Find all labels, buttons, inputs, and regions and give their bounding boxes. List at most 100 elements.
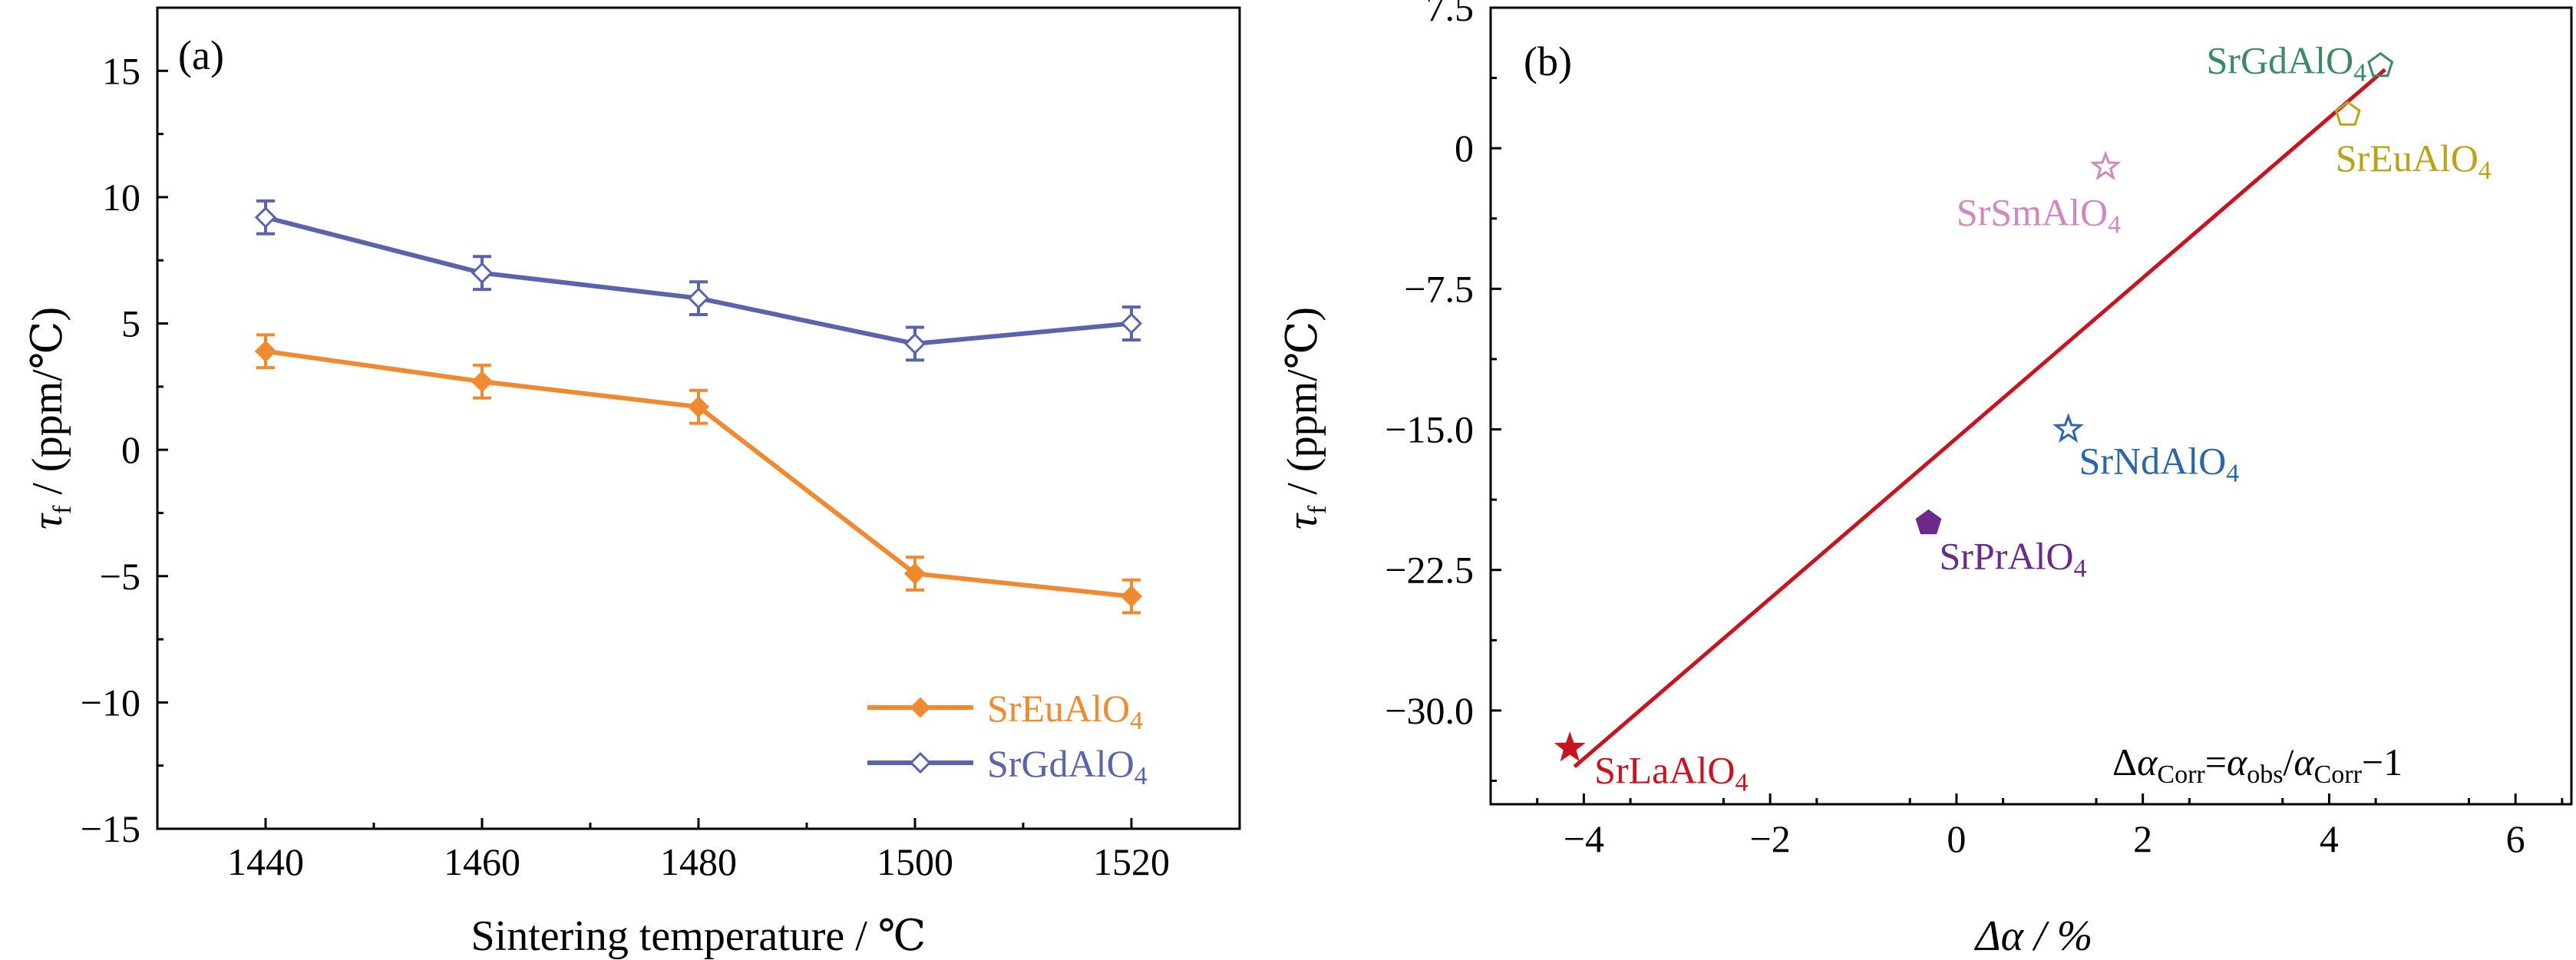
eq-sub-obs: obs <box>2247 760 2283 789</box>
eq-alpha-2: α <box>2227 741 2248 784</box>
equation-annotation: ΔαCorr=αobs/αCorr−1 <box>2112 741 2403 789</box>
panel-b-y-tick-label-0: 7.5 <box>1426 0 1475 29</box>
data-point-0-0 <box>254 340 277 362</box>
panel-a-y-axis-title-subscript: f <box>48 505 77 514</box>
data-point-1-4 <box>1120 312 1143 335</box>
panel-b-y-tick-label-4: −22.5 <box>1385 549 1474 592</box>
panel-b-x-axis-title: Δα / % <box>1974 912 2092 960</box>
scatter-point-2 <box>2089 150 2122 180</box>
panel-b-y-tick-label-2: −7.5 <box>1404 267 1474 310</box>
data-point-0-4 <box>1120 585 1143 608</box>
panel-b-x-tick-label-0: −4 <box>1564 817 1604 860</box>
legend-marker-series-1 <box>909 751 932 774</box>
point-label-4-sub: 4 <box>2074 555 2087 583</box>
scatter-point-3 <box>2053 413 2084 443</box>
legend-label-series-1-sub: 4 <box>1134 762 1148 790</box>
data-point-0-3 <box>903 562 926 585</box>
point-label-5-main: SrLaAlO <box>1594 749 1735 792</box>
panel-a-ticks: 1440 1460 1480 1500 1520 15 10 5 0 −5 −10 −15 <box>81 49 1170 883</box>
legend-label-series-0-sub: 4 <box>1130 707 1143 735</box>
panel-b: −4 −2 0 2 4 67.50−7.5−15.0−22.5−30.0 SrGdAlO4… <box>1279 0 2573 960</box>
panel-a-legend: SrEuAlO4 SrGdAlO4 <box>867 687 1148 790</box>
panel-b-y-axis-title-subscript: f <box>1303 505 1332 514</box>
legend-label-series-1-main: SrGdAlO <box>987 742 1134 785</box>
point-label-1-main: SrEuAlO <box>2336 137 2479 180</box>
panel-a-y-tick-label-4: −5 <box>100 555 140 598</box>
point-label-2-main: SrSmAlO <box>1957 191 2108 234</box>
panel-a-y-tick-label-2: 5 <box>121 302 140 345</box>
data-point-0-2 <box>687 396 710 418</box>
data-point-0-1 <box>471 371 494 393</box>
legend-label-series-0-main: SrEuAlO <box>987 687 1130 730</box>
eq-sub-corr-2: Corr <box>2314 760 2363 789</box>
eq-alpha-3: α <box>2294 741 2315 784</box>
point-label-3: SrNdAlO4 <box>2079 440 2240 488</box>
panel-b-y-tick-label-1: 0 <box>1455 127 1474 170</box>
panel-a-label: (a) <box>178 32 224 78</box>
data-point-1-1 <box>471 262 494 284</box>
panel-b-y-axis-title-symbol: τ <box>1279 513 1326 529</box>
legend-label-series-1: SrGdAlO4 <box>987 742 1148 790</box>
panel-a-y-axis-title: τf / (ppm/℃) <box>24 307 77 529</box>
data-point-1-0 <box>254 206 277 229</box>
panel-a-y-tick-label-5: −10 <box>81 681 140 724</box>
panel-a-y-axis-title-symbol: τ <box>24 513 71 529</box>
eq-sub-corr-1: Corr <box>2157 760 2205 789</box>
panel-a-x-tick-label-2: 1480 <box>660 840 737 883</box>
panel-a-y-tick-label-3: 0 <box>121 428 140 471</box>
panel-a-x-tick-label-1: 1460 <box>444 840 520 883</box>
panel-a-x-axis-title: Sintering temperature / ℃ <box>471 912 926 960</box>
point-label-3-sub: 4 <box>2226 460 2239 488</box>
scatter-point-1 <box>2334 101 2361 126</box>
panel-a: 1440 1460 1480 1500 1520 15 10 5 0 −5 −10 −15 (a) S… <box>24 6 1241 960</box>
point-label-5: SrLaAlO4 <box>1594 749 1748 797</box>
point-label-4: SrPrAlO4 <box>1939 535 2086 583</box>
legend-marker-series-0 <box>910 697 931 718</box>
panel-b-ticks: −4 −2 0 2 4 6 7.5 0 −7.5 −15.0 −22.5 −30.0 <box>1385 0 2564 860</box>
panel-b-x-tick-label-2: 0 <box>1947 817 1966 860</box>
panel-b-y-axis-title: τf / (ppm/℃) <box>1279 307 1332 529</box>
panel-b-y-tick-label-3: −15.0 <box>1385 408 1474 451</box>
panel-b-x-tick-label-3: 2 <box>2133 817 2152 860</box>
scatter-point-5 <box>1554 731 1586 762</box>
panel-a-y-tick-label-1: 10 <box>102 176 140 219</box>
point-label-0-main: SrGdAlO <box>2206 39 2353 82</box>
eq-minus-one: −1 <box>2362 741 2403 784</box>
data-point-1-2 <box>687 287 710 309</box>
eq-equals: = <box>2205 741 2227 784</box>
point-label-3-main: SrNdAlO <box>2079 440 2227 483</box>
panel-b-x-tick-label-5: 6 <box>2506 817 2525 860</box>
eq-alpha-1: α <box>2137 741 2158 784</box>
point-label-0-sub: 4 <box>2353 59 2366 87</box>
panel-b-x-tick-label-1: −2 <box>1750 817 1791 860</box>
panel-b-y-tick-label-5: −30.0 <box>1385 689 1474 732</box>
scatter-point-0 <box>2367 51 2394 78</box>
panel-b-frame <box>1489 6 2573 806</box>
panel-a-x-tick-label-3: 1500 <box>877 840 953 883</box>
panel-a-x-tick-label-4: 1520 <box>1093 840 1170 883</box>
panel-a-series <box>254 199 1143 615</box>
panel-b-x-tick-label-4: 4 <box>2320 817 2339 860</box>
panel-a-y-axis-title-unit: / (ppm/℃) <box>24 307 71 506</box>
panel-a-x-tick-label-0: 1440 <box>227 840 304 883</box>
point-label-2-sub: 4 <box>2108 211 2121 239</box>
data-point-1-3 <box>903 332 926 355</box>
point-label-1: SrEuAlO4 <box>2336 137 2492 185</box>
panel-a-y-tick-label-0: 15 <box>102 49 140 92</box>
point-label-2: SrSmAlO4 <box>1957 191 2121 239</box>
point-label-0: SrGdAlO4 <box>2206 39 2366 87</box>
eq-slash: / <box>2283 741 2294 784</box>
legend-label-series-0: SrEuAlO4 <box>987 687 1143 735</box>
eq-delta: Δ <box>2112 741 2137 784</box>
panel-b-y-axis-title-unit: / (ppm/℃) <box>1279 307 1326 506</box>
series-line-0 <box>265 348 1132 599</box>
panel-a-y-tick-label-6: −15 <box>81 807 140 850</box>
point-label-1-sub: 4 <box>2479 157 2492 185</box>
fit-line <box>1573 68 2386 769</box>
point-label-4-main: SrPrAlO <box>1939 535 2073 578</box>
panel-b-series: SrGdAlO4SrEuAlO4SrSmAlO4SrNdAlO4SrPrAlO4… <box>1554 39 2492 797</box>
point-label-5-sub: 4 <box>1735 769 1748 797</box>
scatter-point-4 <box>1915 509 1942 535</box>
panel-b-label: (b) <box>1524 38 1572 84</box>
